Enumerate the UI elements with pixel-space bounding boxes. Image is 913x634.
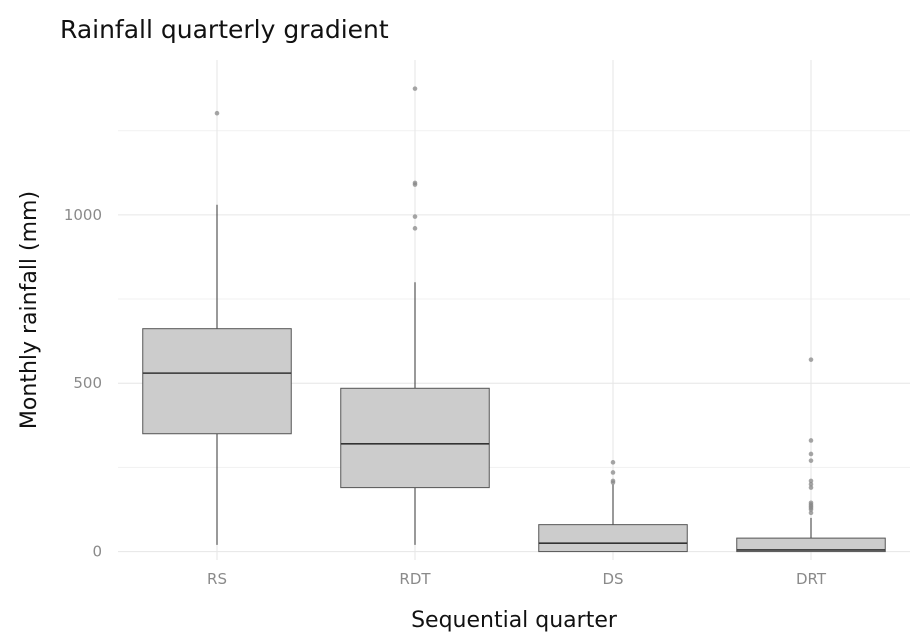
y-tick-label: 0 [92,543,102,561]
outlier-point [808,485,814,490]
outlier-point [808,500,814,506]
y-tick-labels: 0 500 1000 [64,206,102,561]
outlier-point [412,226,418,231]
x-axis-title: Sequential quarter [411,608,618,633]
y-tick-label: 500 [73,374,102,392]
outlier-point [808,451,814,457]
outlier-point [412,180,418,186]
x-tick-label: RDT [399,570,431,588]
x-tick-label: RS [207,570,227,588]
outlier-point [808,478,814,484]
outlier-point [610,460,616,465]
chart-title: Rainfall quarterly gradient [60,15,389,44]
outlier-point [808,510,814,516]
iqr-box [340,387,490,489]
iqr-box [736,537,886,553]
grid [118,60,910,560]
iqr-box [538,524,688,553]
outlier-point [214,110,220,116]
y-tick-label: 1000 [64,206,102,224]
outlier-point [808,458,814,463]
outlier-point [808,438,814,443]
iqr-box [142,328,292,435]
outlier-point [610,478,616,484]
outlier-point [610,470,616,475]
box-drt [736,357,886,553]
x-tick-label: DS [602,570,623,588]
outlier-point [808,481,814,487]
x-tick-labels: RS RDT DS DRT [207,570,827,588]
box-ds [538,460,688,553]
outlier-point [808,357,814,362]
boxes [142,86,886,553]
y-axis-title: Monthly rainfall (mm) [17,191,42,429]
box-rdt [340,86,490,545]
box-rs [142,110,292,545]
outlier-point [412,86,418,91]
outlier-point [412,214,418,219]
x-tick-label: DRT [796,570,827,588]
